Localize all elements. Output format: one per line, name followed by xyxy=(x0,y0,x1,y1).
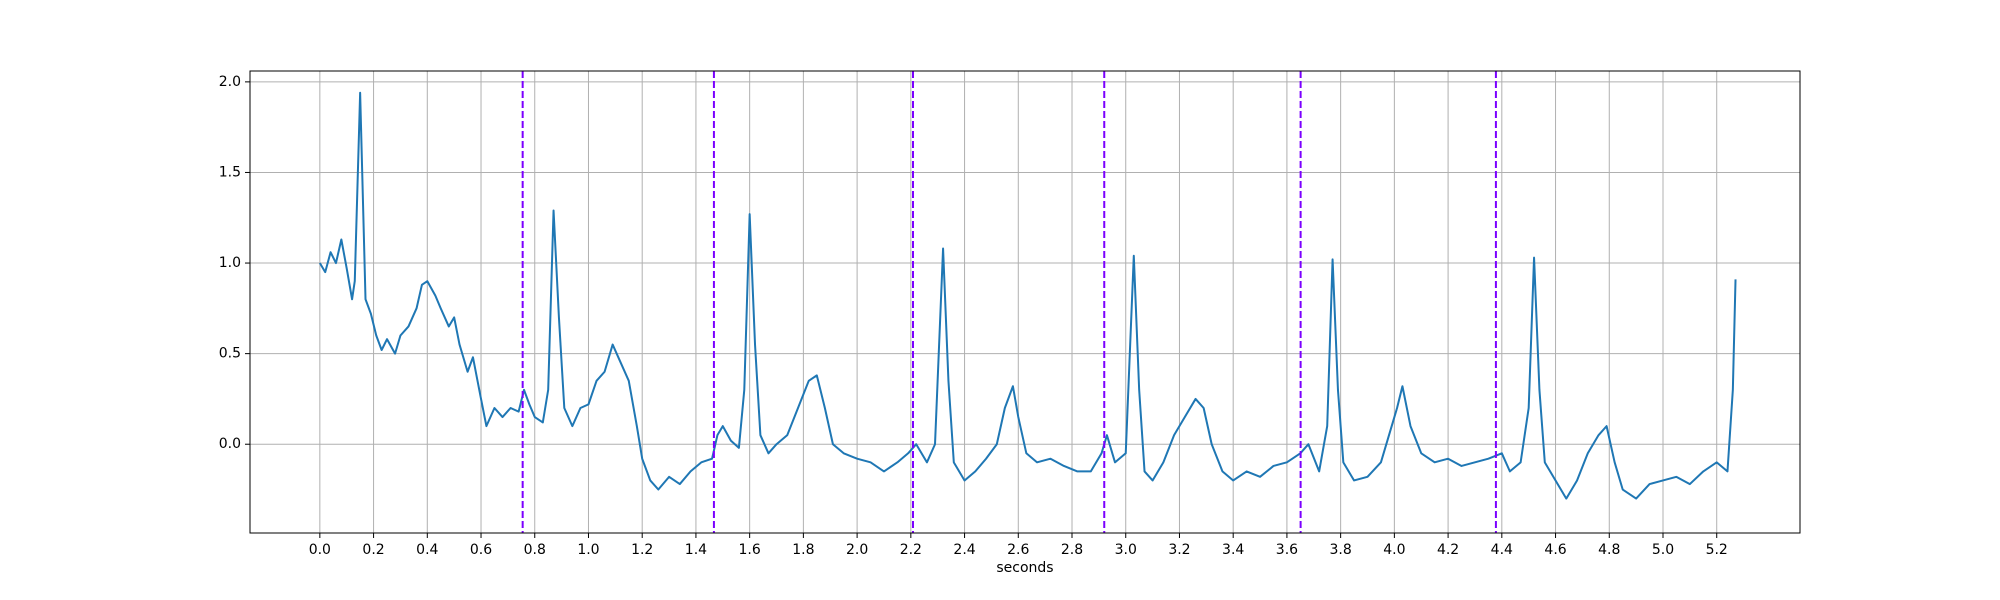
x-tick-label: 4.4 xyxy=(1491,542,1513,558)
x-tick-label: 0.6 xyxy=(470,542,492,558)
x-tick-label: 3.6 xyxy=(1276,542,1298,558)
x-tick-label: 2.2 xyxy=(900,542,922,558)
x-tick-label: 2.8 xyxy=(1061,542,1083,558)
y-tick-label: 1.0 xyxy=(219,255,241,271)
x-tick-label: 0.2 xyxy=(362,542,384,558)
x-tick-label: 1.4 xyxy=(685,542,707,558)
y-tick-label: 2.0 xyxy=(219,74,241,90)
x-tick-label: 4.0 xyxy=(1383,542,1405,558)
x-tick-label: 1.2 xyxy=(631,542,653,558)
x-tick-label: 3.2 xyxy=(1168,542,1190,558)
x-axis-label: seconds xyxy=(996,560,1053,576)
x-tick-label: 3.0 xyxy=(1115,542,1137,558)
x-tick-label: 2.6 xyxy=(1007,542,1029,558)
x-tick-label: 4.6 xyxy=(1544,542,1566,558)
x-tick-label: 5.2 xyxy=(1706,542,1728,558)
x-tick-label: 3.4 xyxy=(1222,542,1244,558)
x-tick-label: 4.2 xyxy=(1437,542,1459,558)
x-tick-label: 1.0 xyxy=(577,542,599,558)
x-tick-label: 0.4 xyxy=(416,542,438,558)
plot-frame xyxy=(249,70,1801,534)
x-tick-label: 3.8 xyxy=(1330,542,1352,558)
x-tick-label: 2.4 xyxy=(953,542,975,558)
x-tick-label: 4.8 xyxy=(1598,542,1620,558)
x-tick-label: 1.6 xyxy=(739,542,761,558)
x-tick-label: 0.0 xyxy=(309,542,331,558)
x-tick-label: 1.8 xyxy=(792,542,814,558)
x-tick-label: 5.0 xyxy=(1652,542,1674,558)
x-tick-label: 2.0 xyxy=(846,542,868,558)
x-tick-label: 0.8 xyxy=(524,542,546,558)
y-tick-label: 0.0 xyxy=(219,436,241,452)
y-tick-label: 1.5 xyxy=(219,164,241,180)
signal-line xyxy=(318,91,1737,500)
y-tick-label: 0.5 xyxy=(219,346,241,362)
